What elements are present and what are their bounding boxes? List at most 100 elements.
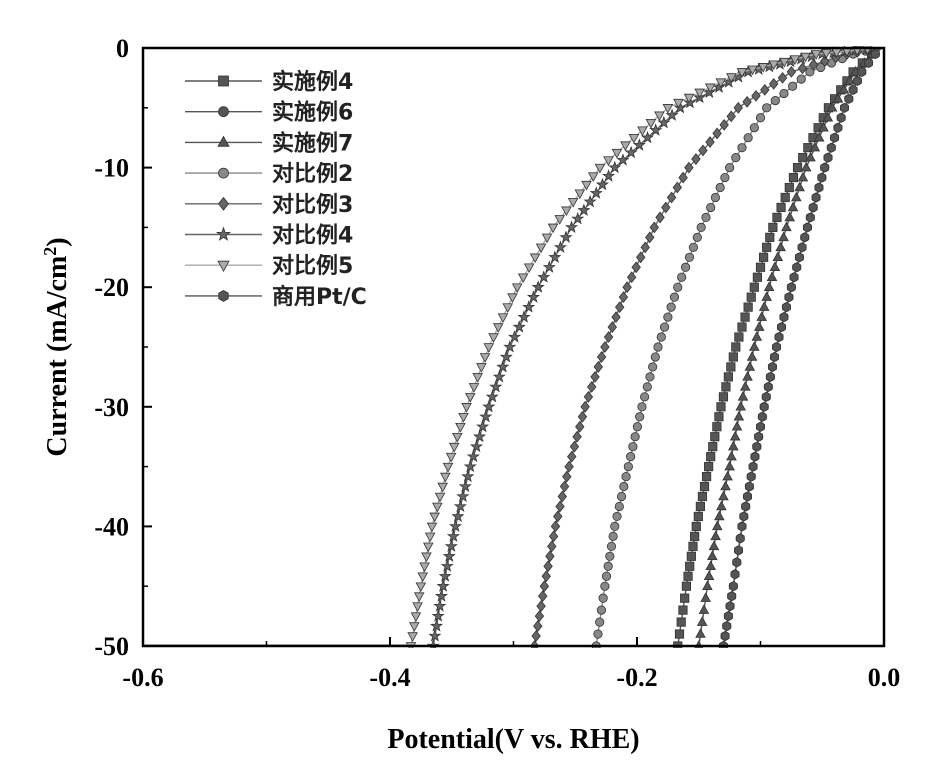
data-point: [614, 301, 625, 314]
data-point: [535, 243, 547, 254]
data-point: [424, 532, 436, 543]
data-point: [684, 161, 694, 174]
data-point: [733, 101, 743, 114]
data-point: [583, 390, 594, 403]
data-point: [612, 511, 622, 522]
data-point: [542, 260, 556, 273]
data-point: [408, 622, 420, 632]
data-point: [716, 500, 727, 511]
y-axis-title: Current (mA/cm2): [40, 237, 73, 456]
data-point: [603, 561, 613, 571]
data-point: [758, 301, 770, 311]
data-point: [692, 232, 702, 242]
data-point: [766, 271, 778, 281]
data-point: [684, 252, 695, 262]
data-point: [415, 582, 427, 593]
data-point: [688, 242, 698, 252]
data-point: [548, 530, 559, 543]
data-point: [792, 162, 803, 173]
data-point: [538, 590, 548, 603]
data-point: [438, 569, 452, 582]
data-point: [440, 559, 454, 572]
data-point: [731, 153, 741, 163]
data-point: [704, 83, 716, 94]
data-point: [821, 49, 832, 59]
data-point: [710, 192, 721, 203]
data-point: [645, 372, 655, 382]
data-point: [722, 470, 733, 481]
data-point: [502, 303, 514, 314]
data-point: [410, 612, 422, 622]
data-point: [772, 341, 781, 353]
data-point: [683, 571, 693, 581]
data-point: [768, 77, 779, 90]
data-point: [559, 230, 573, 243]
data-point: [817, 172, 827, 183]
data-point: [485, 389, 499, 403]
data-point: [431, 609, 445, 622]
data-point: [413, 592, 425, 603]
data-point: [759, 401, 769, 412]
data-point: [496, 360, 510, 373]
data-point: [577, 203, 591, 216]
data-point: [645, 231, 655, 244]
data-point: [649, 221, 660, 234]
data-point: [512, 320, 526, 333]
data-point: [706, 452, 716, 462]
data-point: [593, 629, 603, 639]
data-point: [464, 393, 476, 403]
legend-label: 实施例6: [272, 100, 353, 126]
data-point: [461, 403, 472, 413]
data-point: [587, 380, 597, 393]
data-point: [678, 171, 688, 184]
data-point: [580, 400, 590, 413]
data-point: [820, 55, 830, 68]
data-point: [691, 521, 701, 532]
data-point: [779, 88, 789, 99]
data-point: [708, 540, 720, 551]
data-point: [665, 108, 679, 121]
data-point: [833, 122, 843, 133]
data-point: [737, 390, 749, 401]
data-point: [595, 177, 609, 191]
data-point: [606, 541, 617, 551]
data-point: [553, 510, 563, 523]
data-point: [655, 211, 665, 224]
data-point: [743, 302, 753, 312]
data-point: [522, 300, 536, 313]
data-point: [690, 531, 700, 541]
data-point: [621, 471, 631, 482]
data-point: [541, 570, 551, 583]
data-point: [575, 420, 585, 433]
data-point: [607, 321, 618, 333]
data-point: [721, 382, 731, 392]
legend-label: 对比例5: [272, 254, 353, 279]
data-point: [537, 270, 551, 283]
data-point: [716, 402, 726, 412]
series-6: [426, 46, 878, 648]
data-point: [598, 593, 608, 603]
data-point: [710, 432, 720, 442]
data-point: [777, 321, 786, 333]
data-point: [795, 252, 804, 263]
data-point: [737, 521, 747, 532]
data-point: [623, 461, 633, 472]
data-point: [734, 545, 743, 556]
data-point: [686, 551, 696, 561]
data-point: [596, 351, 607, 363]
data-point: [472, 373, 483, 383]
y-tick-label: -40: [94, 512, 129, 541]
legend-marker: [217, 196, 230, 211]
data-point: [710, 530, 721, 541]
data-point: [523, 263, 535, 274]
data-point: [555, 500, 565, 513]
legend-label: 实施例7: [272, 130, 353, 156]
data-point: [564, 460, 574, 473]
data-point: [754, 431, 764, 442]
legend-marker: [218, 289, 229, 302]
data-point: [429, 619, 444, 632]
data-point: [814, 182, 824, 193]
data-point: [786, 66, 797, 78]
data-point: [650, 352, 660, 362]
data-point: [656, 332, 666, 342]
